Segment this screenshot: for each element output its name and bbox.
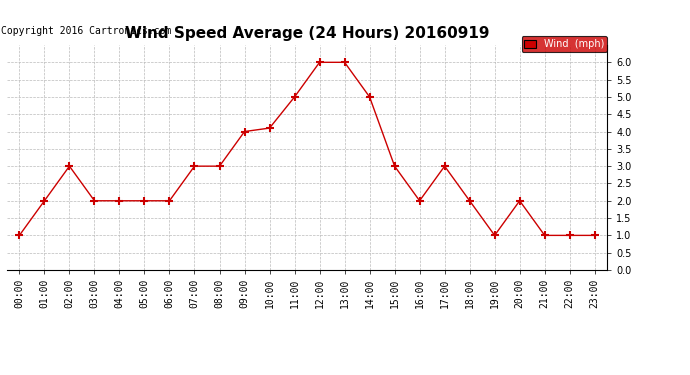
Title: Wind Speed Average (24 Hours) 20160919: Wind Speed Average (24 Hours) 20160919	[125, 26, 489, 41]
Text: Copyright 2016 Cartronics.com: Copyright 2016 Cartronics.com	[1, 26, 171, 36]
Legend: Wind  (mph): Wind (mph)	[522, 36, 607, 52]
